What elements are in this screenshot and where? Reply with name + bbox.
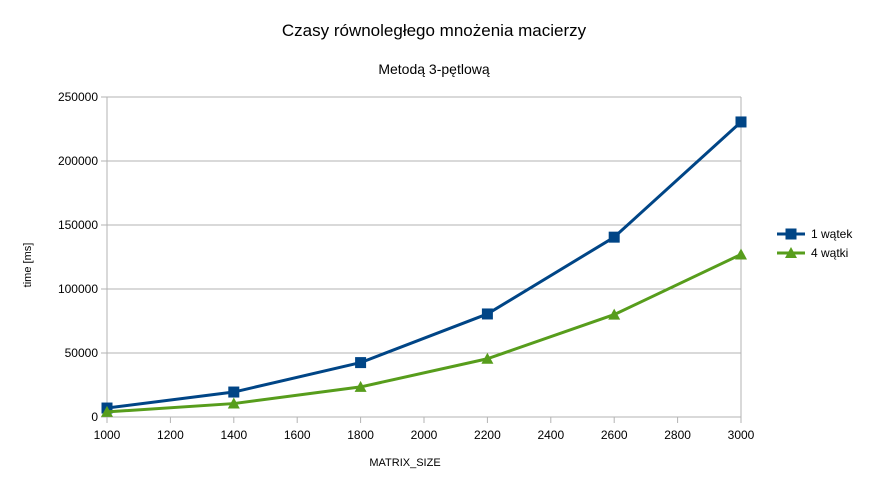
data-point — [227, 397, 240, 409]
x-tick-label: 2600 — [601, 428, 628, 442]
x-tick-label: 3000 — [728, 428, 755, 442]
data-point — [608, 231, 620, 243]
x-tick-label: 1400 — [220, 428, 247, 442]
data-point — [228, 386, 240, 398]
legend-label: 4 wątki — [811, 246, 848, 260]
legend-label: 1 wątek — [811, 227, 853, 241]
legend-marker — [785, 247, 797, 258]
x-axis-title: MATRIX_SIZE — [369, 457, 440, 469]
y-tick-label: 0 — [91, 410, 98, 424]
gridlines — [106, 96, 742, 418]
y-tick-label: 50000 — [65, 346, 99, 360]
y-axis-ticks: 0 50000 100000 150000 200000 250000 — [58, 90, 107, 424]
data-point — [101, 405, 113, 417]
x-axis-ticks: 1000 1200 1400 1600 1800 2000 2200 2400 2600 2800… — [94, 417, 755, 442]
y-tick-label: 250000 — [58, 90, 98, 104]
series-line — [106, 253, 742, 414]
x-tick-label: 1000 — [94, 428, 121, 442]
data-point — [735, 116, 747, 128]
series-2 — [101, 248, 747, 417]
chart-title: Czasy równoległego mnożenia macierzy — [282, 21, 587, 40]
data-point — [354, 380, 367, 392]
data-point — [735, 248, 747, 260]
y-tick-label: 200000 — [58, 154, 98, 168]
x-tick-label: 2400 — [537, 428, 564, 442]
y-tick-label: 100000 — [58, 282, 98, 296]
x-tick-label: 1600 — [284, 428, 311, 442]
legend-marker — [785, 228, 797, 240]
series-line — [106, 120, 743, 410]
chart-subtitle: Metodą 3-pętlową — [378, 61, 490, 77]
data-point — [481, 352, 494, 364]
y-axis-title: time [ms] — [22, 243, 34, 288]
x-tick-label: 2800 — [664, 428, 691, 442]
legend-item: 1 wątek — [777, 227, 853, 241]
x-tick-label: 2200 — [474, 428, 501, 442]
x-tick-label: 2000 — [411, 428, 438, 442]
legend: 1 wątek 4 wątki — [777, 227, 853, 260]
data-point — [481, 308, 493, 320]
x-tick-label: 1200 — [157, 428, 184, 442]
plot-series — [101, 116, 747, 417]
x-tick-label: 1800 — [347, 428, 374, 442]
y-tick-label: 150000 — [58, 218, 98, 232]
data-point — [608, 308, 621, 320]
legend-item: 4 wątki — [777, 246, 848, 260]
data-point — [355, 357, 367, 369]
